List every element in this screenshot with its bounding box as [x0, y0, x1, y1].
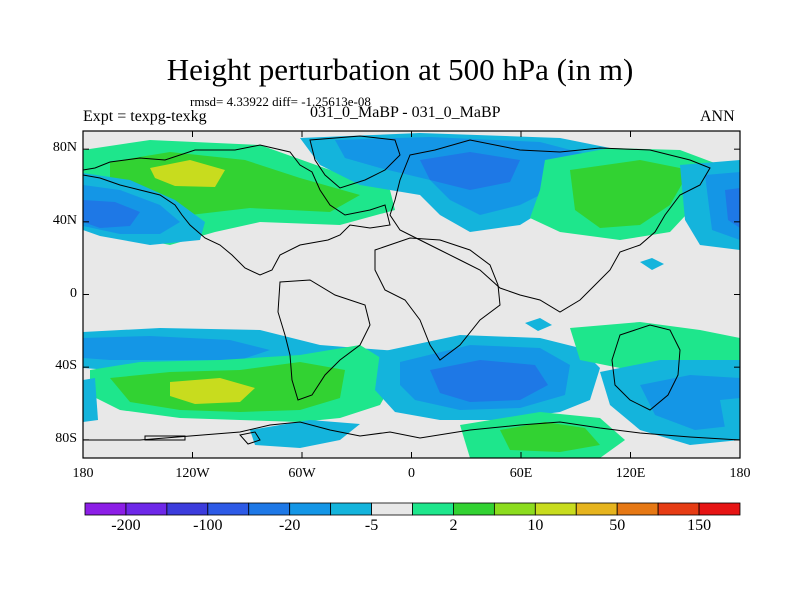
tropical-speckle-east	[640, 258, 664, 270]
lat-tick-label: 40S	[55, 358, 77, 374]
lon-tick-label: 60W	[288, 466, 316, 481]
colorbar-swatch	[289, 502, 332, 516]
colorbar	[84, 502, 741, 516]
coastline-south-america	[277, 279, 371, 401]
lon-tick-label: 60E	[509, 466, 533, 481]
sh-cyan-patch-antarctic	[250, 420, 360, 448]
map-title: Height perturbation at 500 hPa (in m)	[166, 52, 634, 87]
sh-lightblue-trough-east	[640, 375, 740, 430]
lat-tick-label: 0	[70, 285, 77, 301]
coastline-greenland	[309, 135, 401, 189]
colorbar-label: -200	[111, 517, 141, 534]
lon-tick-label: 180	[729, 466, 751, 481]
coastline-africa	[374, 237, 501, 361]
lon-tick-label: 120W	[175, 466, 210, 481]
lon-tick-label: 120E	[615, 466, 646, 481]
coastline-north-america	[83, 144, 391, 276]
longitude-ticks	[82, 131, 741, 458]
nh-blue-ridge-dateline	[725, 188, 740, 228]
nh-blue-core-eurasia	[420, 152, 520, 190]
nh-green-band-east	[570, 160, 690, 228]
colorbar-label: -100	[193, 517, 223, 534]
colorbar-swatch	[657, 502, 700, 516]
sh-yellow-patch-west	[170, 378, 255, 404]
colorbar-swatch	[125, 502, 168, 516]
sh-green-patch-south	[500, 422, 600, 452]
colorbar-label: -5	[364, 517, 379, 534]
nh-blue-trough-pacific	[83, 200, 140, 228]
coastline-island-2	[144, 435, 186, 441]
colorbar-swatch	[84, 502, 127, 516]
colorbar-swatch	[330, 502, 372, 516]
coastline-antarctica	[83, 421, 740, 441]
colorbar-swatch	[453, 502, 495, 516]
case-label: 031_0_MaBP - 031_0_MaBP	[310, 104, 501, 121]
latitude-ticks	[83, 148, 740, 441]
colorbar-swatch	[371, 502, 413, 516]
coastline-australia	[611, 324, 681, 411]
colorbar-label: -20	[279, 517, 301, 534]
colorbar-swatch	[575, 502, 618, 516]
sh-lightblue-band-west	[83, 336, 270, 360]
colorbar-label: 2	[449, 517, 458, 534]
stats-text: rmsd= 4.33922 diff= -1.25613e-08	[190, 94, 371, 109]
sh-blue-core-atlantic	[430, 360, 548, 402]
nh-yellow-patch-west	[150, 160, 225, 187]
colorbar-swatch	[207, 502, 250, 516]
contour-fields	[83, 133, 740, 458]
colorbar-label: 150	[687, 517, 712, 534]
sh-cyan-edge-east	[720, 398, 740, 430]
lon-tick-label: 180	[72, 466, 94, 481]
colorbar-swatch	[412, 502, 454, 516]
coastline-island-1	[239, 431, 261, 445]
lon-tick-label: 0	[408, 466, 415, 481]
colorbar-label: 10	[527, 517, 544, 534]
tropical-speckle-indian	[525, 318, 552, 331]
lat-tick-label: 40N	[52, 212, 77, 228]
experiment-label: Expt = texpg-texkg	[83, 108, 207, 125]
nh-lightblue-ridge-dateline	[705, 172, 740, 240]
colorbar-swatch	[698, 502, 741, 516]
colorbar-swatch	[616, 502, 659, 516]
lat-tick-label: 80N	[52, 140, 77, 156]
coastline-eurasia	[389, 139, 711, 313]
coastlines	[83, 135, 740, 445]
lat-tick-label: 80S	[55, 430, 77, 446]
colorbar-label: 50	[609, 517, 626, 534]
colorbar-swatch	[534, 502, 577, 516]
colorbar-swatch	[493, 502, 536, 516]
colorbar-swatch	[166, 502, 209, 516]
sh-cyan-edge-west	[83, 378, 98, 422]
season-label: ANN	[700, 108, 735, 125]
colorbar-swatch	[248, 502, 291, 516]
